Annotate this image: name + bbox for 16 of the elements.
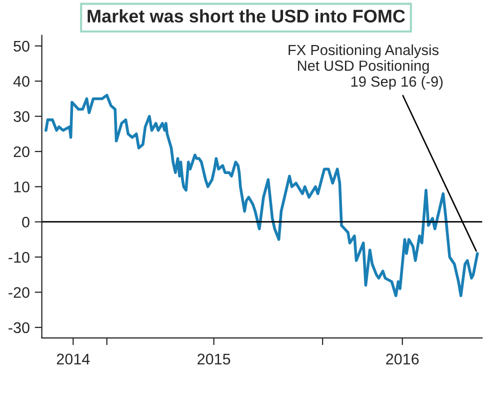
y-tick-label: -10 bbox=[8, 252, 30, 263]
x-tick-label: 2015 bbox=[198, 354, 230, 364]
y-tick-label: 20 bbox=[14, 146, 30, 158]
y-tick-label: -20 bbox=[8, 287, 30, 298]
x-tick-label: 2014 bbox=[56, 354, 90, 364]
y-tick-label: 30 bbox=[14, 111, 30, 122]
y-tick-label: -30 bbox=[8, 322, 30, 334]
annotation: FX Positioning Analysis Net USD Positioning bbox=[288, 44, 439, 74]
y-tick-label: 0 bbox=[22, 216, 30, 228]
y-tick-label: 40 bbox=[13, 76, 30, 87]
line-series bbox=[44, 94, 479, 298]
annotation: 19 Sep 16 (-9) bbox=[351, 76, 443, 90]
chart-title: Market was short the USD into FOMC bbox=[88, 9, 406, 23]
x-tick-label: 2016 bbox=[386, 354, 419, 364]
y-tick-label: 10 bbox=[14, 182, 30, 192]
y-tick-label: 50 bbox=[14, 40, 30, 52]
